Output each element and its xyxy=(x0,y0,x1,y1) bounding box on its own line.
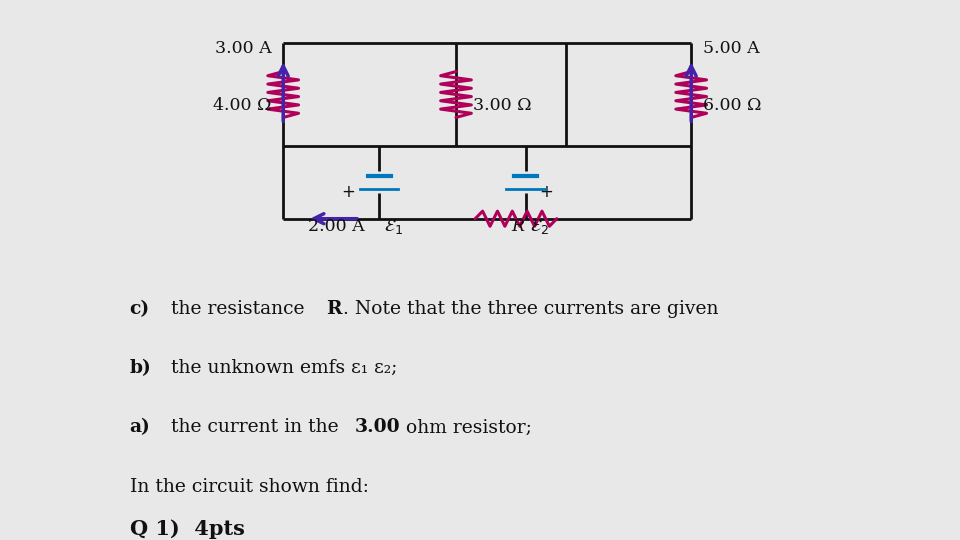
Text: 4.00 Ω: 4.00 Ω xyxy=(213,97,272,114)
Text: +: + xyxy=(341,183,354,201)
Text: the unknown emfs ε₁ ε₂;: the unknown emfs ε₁ ε₂; xyxy=(165,359,397,377)
Text: 5.00 A: 5.00 A xyxy=(703,40,759,57)
Text: 3.00 A: 3.00 A xyxy=(215,40,272,57)
Text: Q 1)  4pts: Q 1) 4pts xyxy=(130,519,245,539)
Text: c): c) xyxy=(130,300,150,318)
Text: 3.00: 3.00 xyxy=(355,418,401,436)
Text: the current in the: the current in the xyxy=(165,418,345,436)
Text: In the circuit shown find:: In the circuit shown find: xyxy=(130,478,369,496)
Text: $\mathcal{E}_2$: $\mathcal{E}_2$ xyxy=(530,217,549,237)
Text: . Note that the three currents are given: . Note that the three currents are given xyxy=(343,300,718,318)
Text: R: R xyxy=(326,300,342,318)
Text: ohm resistor;: ohm resistor; xyxy=(400,418,532,436)
Text: $\mathcal{E}_1$: $\mathcal{E}_1$ xyxy=(384,217,403,237)
Text: a): a) xyxy=(130,418,151,436)
Text: 2.00 A: 2.00 A xyxy=(308,218,364,235)
Text: R: R xyxy=(512,218,524,235)
Text: the resistance: the resistance xyxy=(165,300,311,318)
Text: 6.00 Ω: 6.00 Ω xyxy=(703,97,761,114)
Text: +: + xyxy=(540,183,553,201)
Text: 3.00 Ω: 3.00 Ω xyxy=(473,97,532,114)
Text: b): b) xyxy=(130,359,152,377)
